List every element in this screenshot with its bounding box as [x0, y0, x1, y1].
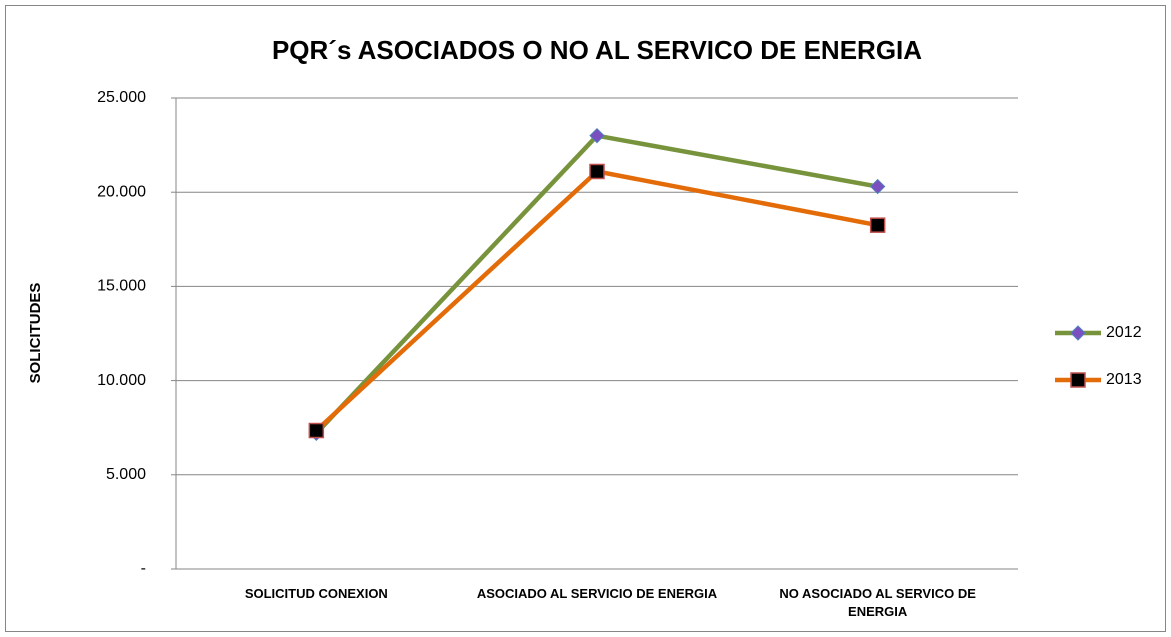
- y-tick-label: 15.000: [97, 278, 146, 295]
- y-tick-label: 25.000: [97, 89, 146, 106]
- marker: [869, 217, 886, 233]
- y-tick-label: -: [141, 560, 146, 577]
- y-tick-label: 20.000: [97, 183, 146, 200]
- y-tick-label: 10.000: [97, 372, 146, 389]
- legend-label: 2012: [1106, 324, 1142, 341]
- marker: [308, 422, 325, 439]
- chart-border: [5, 5, 1166, 632]
- marker: [869, 178, 886, 195]
- x-tick-label: ASOCIADO AL SERVICIO DE ENERGIA: [476, 586, 718, 601]
- legend-marker: [1070, 372, 1086, 388]
- marker: [589, 163, 605, 180]
- y-tick-label: 5.000: [106, 466, 146, 483]
- x-tick-label: NO ASOCIADO AL SERVICO DE ENERGIA: [779, 586, 976, 619]
- y-axis-label: SOLICITUDES: [27, 283, 44, 384]
- legend-label: 2013: [1106, 371, 1142, 388]
- marker: [589, 127, 605, 144]
- chart-title: PQR´s ASOCIADOS O NO AL SERVICO DE ENERG…: [272, 35, 922, 65]
- x-tick-label: SOLICITUD CONEXION: [244, 586, 388, 601]
- legend-marker: [1070, 325, 1086, 341]
